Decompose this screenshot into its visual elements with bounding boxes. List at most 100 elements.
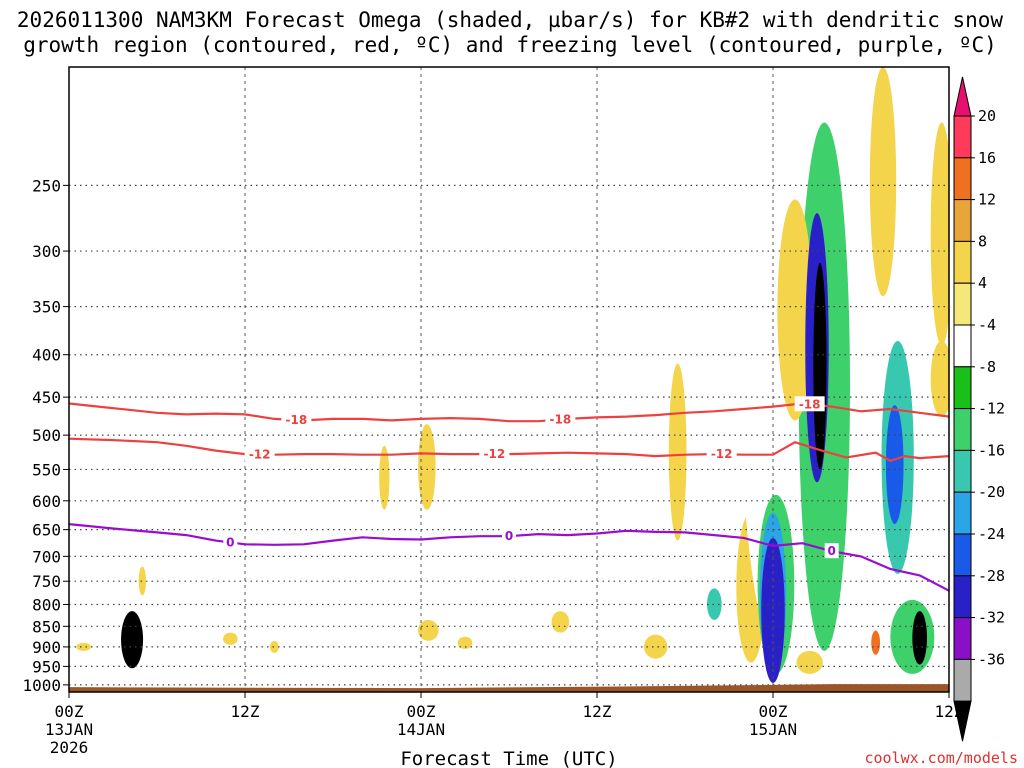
- xtick-label-48: 00Z: [759, 702, 788, 721]
- colorbar-swatch-8: [953, 449, 972, 493]
- contour-label-bg-0: [223, 534, 238, 550]
- contour-label-bg--18: [794, 396, 825, 412]
- xtick-label-36: 12Z: [583, 702, 612, 721]
- contour-label-bg--12: [706, 446, 737, 462]
- shade-yellow-5h-750: [138, 566, 146, 596]
- contour-label--18: -18: [285, 413, 307, 427]
- shade-yellow-14h: [269, 640, 279, 653]
- colorbar-swatch-12: [953, 617, 972, 660]
- xtick-date-24: 14JAN: [397, 720, 445, 739]
- contour-label--18: -18: [549, 412, 571, 426]
- colorbar-swatch-11: [953, 575, 972, 619]
- colorbar-swatch-5: [953, 324, 972, 368]
- ytick-label-550: 550: [32, 460, 61, 479]
- colorbar-swatch-1: [953, 157, 972, 201]
- shade-yellow-50h: [777, 199, 813, 421]
- shade-yellow-41h: [668, 363, 687, 541]
- colorbar-label-7: -12: [978, 400, 1005, 418]
- contour-label--12: -12: [711, 447, 733, 461]
- shade-yellow-40h-low: [643, 634, 668, 659]
- colorbar-label-8: -16: [978, 441, 1005, 459]
- ytick-label-1000: 1000: [22, 676, 61, 695]
- shade-yellow-59h-top: [930, 122, 949, 346]
- colorbar-label-11: -28: [978, 567, 1005, 585]
- contour-label-bg-0: [824, 543, 839, 559]
- shade-black-51h: [813, 262, 827, 470]
- contour-label--12: -12: [249, 447, 271, 461]
- xtick-year-0: 2026: [50, 738, 89, 757]
- colorbar-label-1: 16: [978, 149, 996, 167]
- shade-green-8h-750: [182, 576, 190, 591]
- colorbar-bottom-triangle: [953, 700, 972, 742]
- shade-black-58h-low: [912, 611, 928, 665]
- ytick-label-600: 600: [32, 492, 61, 511]
- plot-frame: [68, 66, 950, 693]
- shade-green-43h: [701, 359, 713, 460]
- xtick-label-0: 00Z: [55, 702, 84, 721]
- shade-orange-55h: [871, 630, 881, 655]
- xtick-label-24: 00Z: [407, 702, 436, 721]
- ytick-label-750: 750: [32, 572, 61, 591]
- xtick-label-12: 12Z: [231, 702, 260, 721]
- colorbar-swatch-2: [953, 199, 972, 242]
- ytick-label-450: 450: [32, 388, 61, 407]
- temperature-contours: -18 -18 -18 -12 -12 -12 0 0 0: [69, 396, 949, 592]
- colorbar-label-4: 4: [978, 274, 987, 292]
- pressure-gridlines: [69, 184, 949, 686]
- contour-line-0: [69, 523, 949, 592]
- contour-label-bg--18: [281, 412, 312, 428]
- colorbar: 20 16 12 8 4 -4 -8 -12 -16 -20 -24 -28 -32 -36: [953, 76, 1005, 742]
- plot-area: -18 -18 -18 -12 -12 -12 0 0 0: [68, 66, 950, 693]
- y-axis: 250 300 350 400 450 500 550 600 650 700 750 800 850 9…: [22, 176, 69, 695]
- time-gridlines: [244, 67, 774, 692]
- colorbar-swatch-6: [953, 366, 972, 410]
- ytick-label-500: 500: [32, 426, 61, 445]
- xtick-date-0: 13JAN: [45, 720, 93, 739]
- shade-blue-44h: [707, 588, 722, 620]
- colorbar-label-0: 20: [978, 107, 996, 125]
- colorbar-swatch-10: [953, 533, 972, 577]
- xtick-date-48: 15JAN: [749, 720, 797, 739]
- ytick-label-800: 800: [32, 595, 61, 614]
- contour-label-0: 0: [226, 535, 234, 549]
- ytick-label-950: 950: [32, 657, 61, 676]
- contour-label--12: -12: [483, 447, 505, 461]
- ytick-label-300: 300: [32, 242, 61, 261]
- shade-yellow-21h: [379, 445, 390, 510]
- colorbar-label-5: -4: [978, 316, 996, 334]
- x-axis-label: Forecast Time (UTC): [400, 748, 617, 768]
- ytick-label-700: 700: [32, 547, 61, 566]
- colorbar-label-3: 8: [978, 232, 987, 250]
- ytick-label-650: 650: [32, 521, 61, 540]
- shade-strong-ascent-4h: [121, 611, 144, 669]
- contour-label-0: 0: [827, 544, 835, 558]
- source-label: coolwx.com/models: [864, 749, 1018, 767]
- chart-title-line1: 2026011300 NAM3KM Forecast Omega (shaded…: [17, 8, 1004, 32]
- shade-yellow-50h-low: [796, 650, 823, 674]
- contour-label--18: -18: [799, 397, 821, 411]
- shade-green-plume-5h: [135, 345, 159, 651]
- ytick-label-250: 250: [32, 176, 61, 195]
- omega-shading: [76, 67, 949, 684]
- colorbar-swatch-4: [953, 282, 972, 326]
- colorbar-swatch-7: [953, 408, 972, 451]
- colorbar-label-6: -8: [978, 358, 996, 376]
- shade-green-39h: [638, 363, 644, 398]
- shade-yellow-24h-850: [418, 619, 439, 641]
- shade-yellow-27h: [457, 636, 473, 649]
- shade-yellow-11h: [223, 632, 238, 645]
- shade-purple-56h: [885, 405, 904, 525]
- contour-label-bg--12: [479, 446, 510, 462]
- colorbar-label-9: -20: [978, 483, 1005, 501]
- contour-label-bg-0: [502, 528, 516, 544]
- ytick-label-900: 900: [32, 638, 61, 657]
- ytick-label-350: 350: [32, 298, 61, 317]
- colorbar-label-12: -32: [978, 609, 1005, 627]
- shade-yellow-56h-top: [869, 67, 897, 297]
- colorbar-swatch-3: [953, 240, 972, 284]
- shade-yellow-33h: [551, 611, 570, 633]
- contour-label-0: 0: [505, 529, 513, 543]
- terrain-surface: [69, 684, 949, 692]
